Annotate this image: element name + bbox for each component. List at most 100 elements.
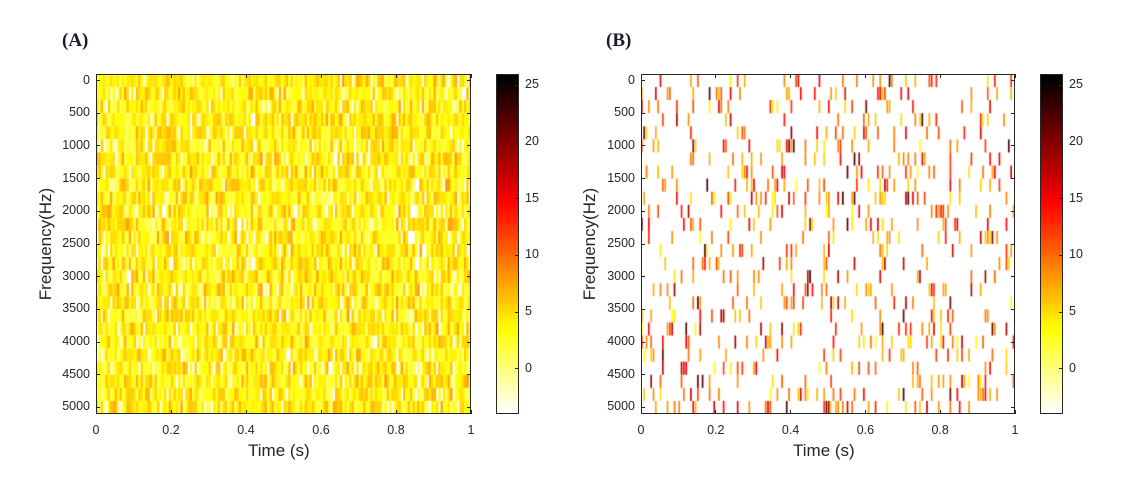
ytick-mark: [96, 80, 100, 82]
xtick-mark: [715, 410, 717, 414]
ytick-label: 500: [69, 105, 90, 120]
x-axis-title: Time (s): [793, 441, 855, 460]
colorbar-tick-mark: [515, 141, 519, 143]
ytick-label: 1000: [62, 137, 90, 152]
xtick-mark: [320, 74, 322, 78]
xtick-mark: [470, 410, 472, 414]
colorbar-tick-mark: [1059, 141, 1063, 143]
colorbar-tick-mark: [1059, 198, 1063, 200]
colorbar-tick-mark: [515, 368, 519, 370]
xtick-mark: [715, 74, 717, 78]
ytick-mark: [1011, 112, 1015, 114]
ytick-mark: [467, 341, 471, 343]
colorbar-tick-label: 25: [1069, 77, 1083, 92]
colorbar-tick-label: 0: [1069, 360, 1076, 375]
ytick-mark: [1011, 80, 1015, 82]
colorbar-tick-label: 0: [525, 360, 532, 375]
xtick-label: 0: [92, 423, 100, 437]
colorbar-gradient: [496, 74, 519, 414]
ytick-mark: [467, 308, 471, 310]
xtick-mark: [790, 410, 792, 414]
colorbar-tick-label: 5: [525, 304, 532, 318]
ytick-label: 0: [628, 72, 635, 87]
ytick-mark: [641, 276, 645, 278]
ytick-mark: [96, 276, 100, 278]
xtick-mark: [395, 74, 397, 78]
ytick-mark: [641, 406, 645, 408]
xtick-label: 0.2: [707, 423, 725, 437]
xtick-label: 0.8: [387, 423, 405, 437]
ytick-label: 3500: [62, 301, 90, 316]
colorbar-tick-mark: [1059, 311, 1063, 313]
xtick-label: 1: [1011, 423, 1019, 437]
colorbar-tick-label: 5: [1069, 304, 1076, 318]
xtick-label: 0.8: [931, 423, 949, 437]
heatmap-cells: [641, 74, 1015, 414]
xtick-mark: [939, 410, 941, 414]
ytick-mark: [1011, 341, 1015, 343]
ytick-mark: [1011, 145, 1015, 147]
ytick-label: 4500: [607, 366, 635, 381]
xtick-mark: [170, 410, 172, 414]
xtick-label: 0: [637, 423, 645, 437]
ytick-label: 4500: [62, 366, 90, 381]
ytick-mark: [641, 80, 645, 82]
ytick-mark: [641, 178, 645, 180]
ytick-mark: [641, 210, 645, 212]
xtick-label: 0.6: [856, 423, 875, 437]
ytick-mark: [96, 178, 100, 180]
ytick-label: 3000: [607, 268, 635, 283]
ytick-label: 1500: [62, 170, 90, 185]
xtick-label: 0.6: [312, 423, 330, 437]
ytick-mark: [467, 406, 471, 408]
xtick-label: 1: [467, 423, 475, 437]
panel-label: (A): [62, 30, 89, 51]
ytick-label: 0: [83, 72, 90, 87]
ytick-mark: [1011, 178, 1015, 180]
xtick-mark: [320, 410, 322, 414]
xtick-mark: [170, 74, 172, 78]
xtick-mark: [95, 74, 97, 78]
heatmap-plot-area: [641, 74, 1015, 414]
ytick-label: 500: [614, 105, 635, 120]
xtick-label: 0.4: [781, 423, 800, 437]
ytick-mark: [641, 112, 645, 114]
ytick-mark: [467, 243, 471, 245]
xtick-mark: [95, 410, 97, 414]
colorbar: [496, 74, 519, 414]
xtick-label: 0.4: [237, 423, 255, 437]
xtick-label: 0.2: [162, 423, 180, 437]
ytick-label: 2500: [62, 236, 90, 250]
ytick-mark: [641, 145, 645, 147]
ytick-mark: [1011, 406, 1015, 408]
xtick-mark: [245, 74, 247, 78]
ytick-label: 1500: [607, 170, 635, 185]
ytick-mark: [1011, 243, 1015, 245]
ytick-mark: [467, 80, 471, 82]
colorbar-tick-mark: [515, 254, 519, 256]
panel-label: (B): [606, 30, 632, 51]
ytick-label: 3000: [62, 268, 90, 283]
colorbar-tick-label: 20: [525, 134, 539, 148]
xtick-mark: [864, 74, 866, 78]
colorbar-tick-label: 15: [1069, 190, 1083, 205]
xtick-mark: [790, 74, 792, 78]
ytick-mark: [96, 374, 100, 376]
heatmap-cells: [96, 74, 471, 414]
ytick-mark: [1011, 210, 1015, 212]
ytick-mark: [467, 210, 471, 212]
xtick-mark: [939, 74, 941, 78]
xtick-mark: [1014, 410, 1016, 414]
xtick-mark: [395, 410, 397, 414]
colorbar-tick-label: 25: [525, 77, 539, 92]
colorbar-tick-mark: [1059, 84, 1063, 86]
y-axis-title: Frequency(Hz): [36, 187, 55, 301]
ytick-mark: [467, 178, 471, 180]
ytick-mark: [467, 112, 471, 114]
ytick-label: 2500: [607, 236, 635, 250]
ytick-label: 4000: [607, 334, 635, 349]
ytick-mark: [641, 374, 645, 376]
xtick-mark: [640, 74, 642, 78]
ytick-mark: [96, 210, 100, 212]
ytick-mark: [641, 243, 645, 245]
